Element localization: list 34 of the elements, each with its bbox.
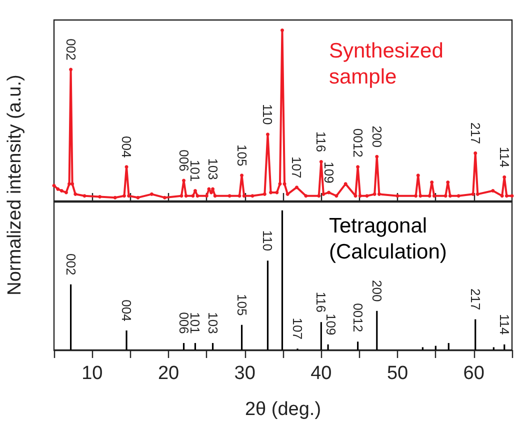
x-tick-label: 40 xyxy=(310,363,332,384)
annotation: 004 xyxy=(119,300,134,322)
x-tick-label: 30 xyxy=(234,363,256,384)
annotation: 114 xyxy=(496,146,512,168)
annotation: 107 xyxy=(289,156,304,178)
text: Synthesized sample xyxy=(329,40,450,88)
annotation: 103 xyxy=(205,158,220,180)
x-tick-label: 20 xyxy=(158,363,180,384)
x-tick-label: 10 xyxy=(82,363,103,384)
annotation: 114 xyxy=(496,314,512,335)
annotation: 200 xyxy=(369,280,384,302)
annotation: 0012 xyxy=(350,128,366,158)
annotation: 116 xyxy=(314,292,329,312)
x-axis-title: 2θ (deg.) xyxy=(244,399,322,420)
x-tick-label: 60 xyxy=(463,363,484,384)
annotation: 004 xyxy=(119,136,134,158)
annotation: 116 xyxy=(314,131,329,152)
y-axis-title: Normalized intensity (a.u.) xyxy=(4,74,26,296)
annotation: 105 xyxy=(234,294,250,316)
annotation: 109 xyxy=(321,162,336,184)
annotation: 103 xyxy=(205,312,220,334)
annotation: 0012 xyxy=(350,303,366,332)
annotation: 200 xyxy=(369,126,384,148)
annotation: 109 xyxy=(324,314,339,336)
annotation: 002 xyxy=(63,254,78,276)
annotation: 107 xyxy=(290,318,306,340)
text: Tetragonal (Calculation) xyxy=(329,214,447,264)
annotation: 110 xyxy=(260,230,276,252)
x-tick-label: 50 xyxy=(386,363,408,384)
annotation: 105 xyxy=(234,144,250,166)
annotation: 002 xyxy=(63,38,78,60)
annotation: 217 xyxy=(468,122,483,144)
annotation: 110 xyxy=(260,104,276,125)
annotation: 217 xyxy=(468,288,483,310)
